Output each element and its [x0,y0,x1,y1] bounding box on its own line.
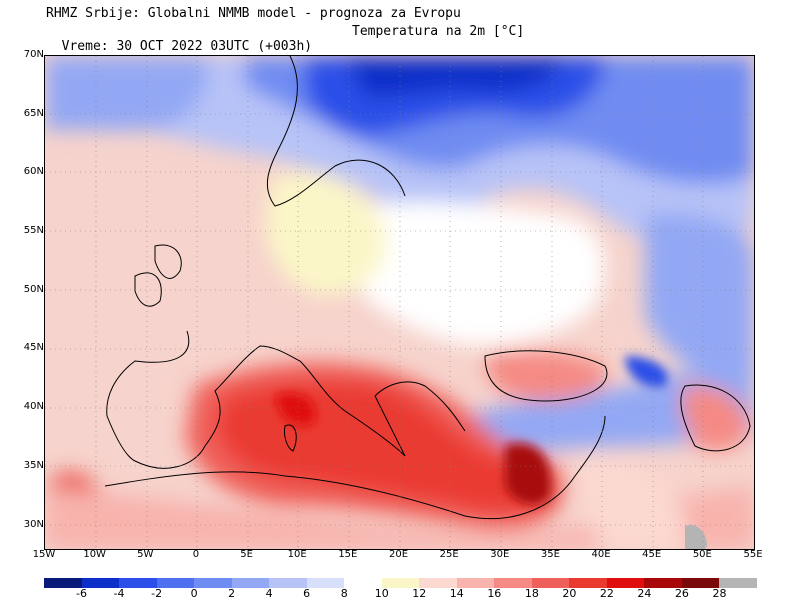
longitude-label: 55E [743,549,763,560]
latitude-label: 30N [23,518,44,530]
colorbar-swatch [156,578,195,588]
colorbar-tick-label: 14 [449,587,464,600]
colorbar-tick-label: 2 [228,587,236,600]
longitude-label: 5W [137,549,154,560]
longitude-label: 5E [240,549,253,560]
longitude-label: 25E [439,549,459,560]
longitude-label: 10W [83,549,106,560]
temperature-field [45,56,754,549]
colorbar-tick-label: 4 [265,587,273,600]
longitude-label: 30E [490,549,510,560]
colorbar-swatch [494,578,533,588]
longitude-label: 15E [338,549,358,560]
longitude-label: 10E [287,549,307,560]
colorbar-swatch [194,578,233,588]
colorbar-swatch [419,578,458,588]
variable-label: Temperatura na 2m [°C] [352,24,525,39]
colorbar-swatch [381,578,420,588]
colorbar-tick-label: 18 [524,587,539,600]
longitude-label: 20E [388,549,409,560]
colorbar-swatch [119,578,158,588]
colorbar-tick-label: -4 [113,587,125,600]
latitude-label: 35N [23,459,44,471]
latitude-label: 50N [23,283,44,295]
colorbar-swatch [344,578,383,588]
colorbar-tick-label: 6 [303,587,311,600]
colorbar-tick-label: 20 [562,587,577,600]
longitude-label: 50E [692,549,712,560]
colorbar-tick-label: -6 [76,587,87,600]
longitude-label: 40E [591,549,611,560]
colorbar-tick-label: 26 [674,587,689,600]
colorbar-swatch [306,578,345,588]
colorbar-tick-label: 10 [374,587,389,600]
map-subtitle: Vreme: 30 OCT 2022 03UTC (+003h) Tempera… [46,24,525,69]
colorbar-tick-label: 16 [487,587,502,600]
colorbar-swatch [681,578,720,588]
colorbar-swatch [456,578,495,588]
colorbar-tick-label: 22 [599,587,614,600]
latitude-label: 60N [23,166,44,178]
colorbar-tick-label: 8 [340,587,348,600]
latitude-label: 70N [23,49,44,60]
colorbar-swatch [644,578,683,588]
colorbar-swatch [231,578,270,588]
latitude-label: 40N [23,401,44,413]
longitude-label: 15W [32,549,56,560]
map-title: RHMZ Srbije: Globalni NMMB model - progn… [46,6,461,21]
colorbar-swatch [719,578,758,588]
latitude-label: 55N [23,225,44,237]
colorbar-swatch [269,578,308,588]
temperature-map[interactable] [44,55,755,550]
colorbar-swatch [44,578,83,588]
latitude-label: 45N [23,342,44,354]
longitude-label: 0 [192,549,200,560]
colorbar-swatch [531,578,570,588]
colorbar-swatch [569,578,608,588]
forecast-time: Vreme: 30 OCT 2022 03UTC (+003h) [61,39,313,54]
colorbar-swatch [606,578,645,588]
longitude-label: 35E [540,549,560,560]
colorbar-tick-label: 12 [412,587,427,600]
colorbar-tick-label: 28 [712,587,727,600]
colorbar-tick-label: 0 [190,587,198,600]
colorbar-tick-label: 24 [637,587,652,600]
colorbar-tick-label: -2 [151,587,163,600]
colorbar-swatch [81,578,120,588]
longitude-label: 45E [642,549,662,560]
latitude-label: 65N [23,107,44,119]
temperature-colorbar [44,578,758,588]
